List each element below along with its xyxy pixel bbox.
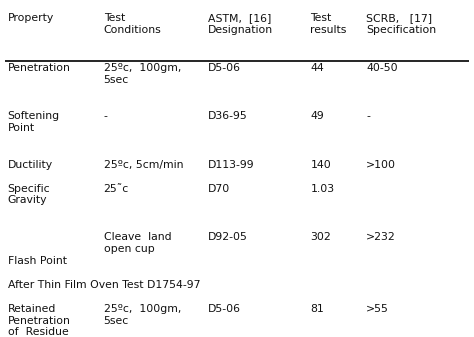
Text: Retained
Penetration
of  Residue
(%): Retained Penetration of Residue (%) [8, 304, 71, 337]
Text: D5-06: D5-06 [208, 304, 241, 314]
Text: >100: >100 [366, 160, 396, 170]
Text: 44: 44 [310, 63, 324, 73]
Text: D113-99: D113-99 [208, 160, 255, 170]
Text: 140: 140 [310, 160, 331, 170]
Text: 25ºc, 5cm/min: 25ºc, 5cm/min [104, 160, 183, 170]
Text: Test
results: Test results [310, 13, 347, 35]
Text: 40-50: 40-50 [366, 63, 398, 73]
Text: >55: >55 [366, 304, 389, 314]
Text: >232: >232 [366, 232, 396, 242]
Text: D5-06: D5-06 [208, 63, 241, 73]
Text: 81: 81 [310, 304, 324, 314]
Text: 25ºc,  100gm,
5sec: 25ºc, 100gm, 5sec [104, 304, 181, 326]
Text: After Thin Film Oven Test D1754-97: After Thin Film Oven Test D1754-97 [8, 280, 200, 290]
Text: Softening
Point: Softening Point [8, 111, 60, 133]
Text: 49: 49 [310, 111, 324, 121]
Text: Property: Property [8, 13, 54, 23]
Text: Specific
Gravity: Specific Gravity [8, 184, 50, 205]
Text: 1.03: 1.03 [310, 184, 335, 194]
Text: Test
Conditions: Test Conditions [104, 13, 162, 35]
Text: 25˜c: 25˜c [104, 184, 129, 194]
Text: Flash Point: Flash Point [8, 256, 66, 266]
Text: Ductility: Ductility [8, 160, 53, 170]
Text: Penetration: Penetration [8, 63, 71, 73]
Text: Cleave  land
open cup: Cleave land open cup [104, 232, 171, 253]
Text: D92-05: D92-05 [208, 232, 248, 242]
Text: 302: 302 [310, 232, 331, 242]
Text: D36-95: D36-95 [208, 111, 248, 121]
Text: -: - [104, 111, 108, 121]
Text: -: - [366, 111, 370, 121]
Text: 25ºc,  100gm,
5sec: 25ºc, 100gm, 5sec [104, 63, 181, 85]
Text: D70: D70 [208, 184, 230, 194]
Text: ASTM,  [16]
Designation: ASTM, [16] Designation [208, 13, 273, 35]
Text: SCRB,   [17]
Specification: SCRB, [17] Specification [366, 13, 436, 35]
